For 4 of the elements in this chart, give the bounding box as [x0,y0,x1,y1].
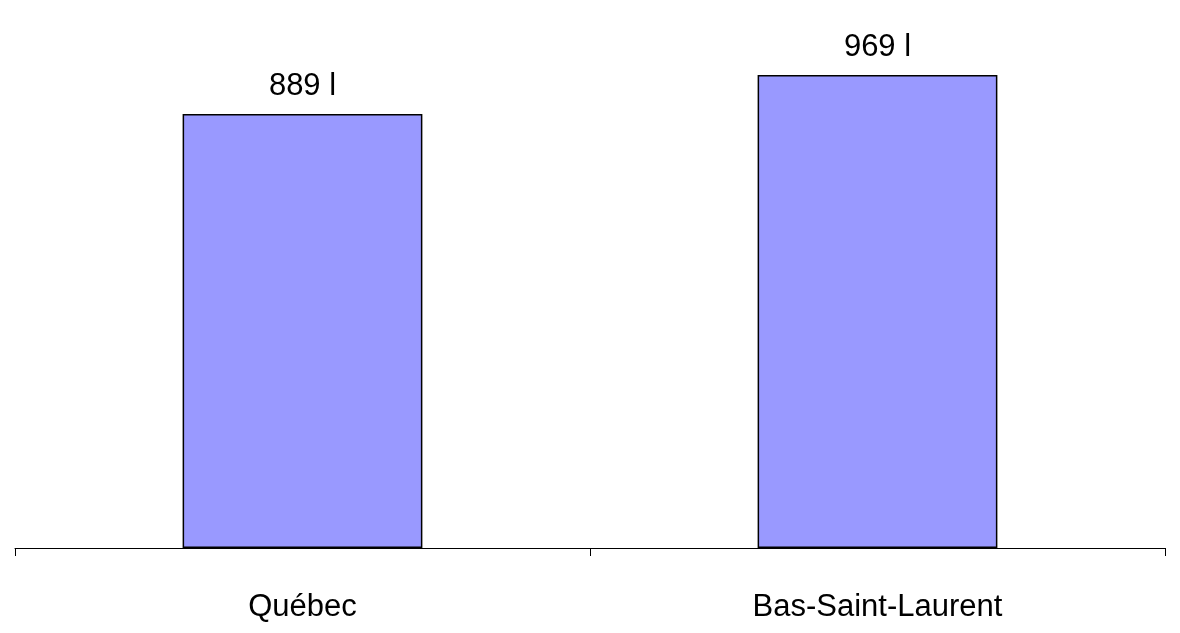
x-tick-label: Bas-Saint-Laurent [752,588,1003,623]
data-label: 969 l [843,28,912,63]
x-tick-label: Québec [248,588,357,623]
data-label: 889 l [268,67,337,103]
